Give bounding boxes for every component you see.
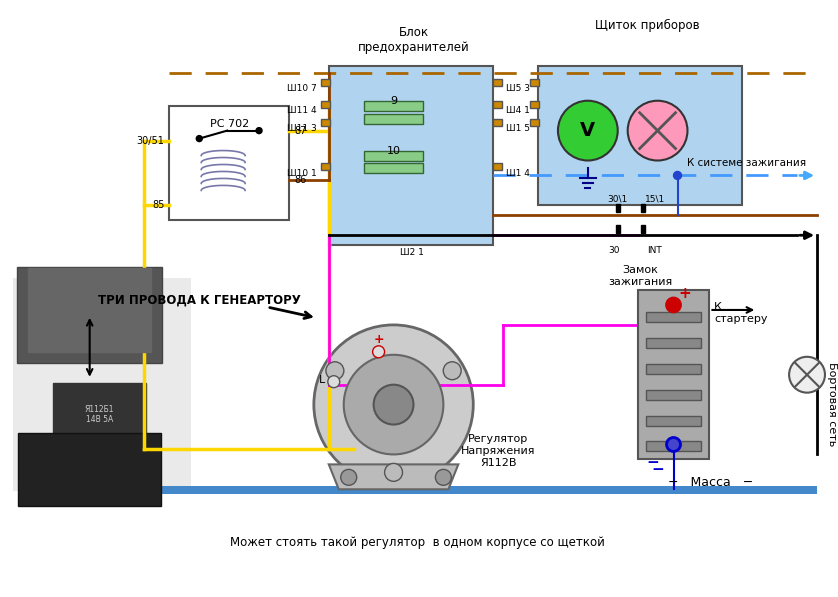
Bar	[530, 79, 539, 86]
Text: Ш11 4: Ш11 4	[287, 106, 317, 115]
Circle shape	[558, 101, 618, 161]
Text: Ш1 4: Ш1 4	[506, 169, 530, 178]
Text: −   Масса   −: − Масса −	[668, 476, 753, 489]
Bar	[616, 225, 620, 233]
Circle shape	[314, 325, 473, 484]
Text: Регулятор
Напряжения
Я112В: Регулятор Напряжения Я112В	[461, 435, 535, 467]
Bar	[530, 119, 539, 125]
Text: К
стартеру: К стартеру	[714, 302, 768, 324]
Circle shape	[326, 362, 344, 380]
Text: −: −	[651, 462, 664, 477]
Text: 30/51: 30/51	[137, 136, 164, 146]
Text: −: −	[646, 455, 659, 470]
Bar	[364, 150, 423, 161]
Bar	[616, 204, 620, 213]
Bar	[364, 113, 423, 124]
Text: 10: 10	[386, 146, 401, 156]
Text: 85: 85	[152, 201, 164, 210]
Circle shape	[385, 463, 402, 481]
Circle shape	[666, 438, 680, 451]
Circle shape	[789, 357, 825, 393]
Bar	[645, 312, 701, 322]
Bar	[645, 441, 701, 451]
Circle shape	[373, 346, 385, 358]
Text: V: V	[580, 121, 596, 140]
Bar	[321, 164, 330, 171]
Bar	[364, 101, 423, 110]
Bar	[530, 101, 539, 107]
Polygon shape	[328, 464, 458, 490]
Bar	[645, 390, 701, 399]
Bar	[364, 164, 423, 174]
Circle shape	[443, 362, 461, 380]
Text: Щиток приборов: Щиток приборов	[595, 19, 700, 32]
Text: Замок
зажигания: Замок зажигания	[608, 265, 673, 287]
FancyBboxPatch shape	[28, 268, 152, 352]
Bar	[640, 225, 644, 233]
Text: Ш11 3: Ш11 3	[287, 124, 317, 133]
Text: 86: 86	[294, 176, 306, 186]
Bar	[321, 79, 330, 86]
Circle shape	[374, 384, 413, 424]
Text: 30: 30	[608, 246, 619, 255]
Circle shape	[666, 298, 680, 312]
Circle shape	[628, 101, 687, 161]
Bar	[645, 416, 701, 426]
Circle shape	[196, 136, 202, 141]
Bar	[645, 338, 701, 348]
Text: Ш2 1: Ш2 1	[400, 248, 423, 257]
Bar	[494, 79, 502, 86]
Text: Ш5 3: Ш5 3	[506, 84, 530, 93]
Text: INT: INT	[647, 246, 662, 255]
Bar	[640, 204, 644, 213]
Bar	[538, 66, 742, 205]
FancyBboxPatch shape	[13, 278, 191, 491]
Circle shape	[256, 128, 262, 134]
Text: Может стоять такой регулятор  в одном корпусе со щеткой: Может стоять такой регулятор в одном кор…	[230, 536, 605, 549]
Bar	[321, 101, 330, 107]
Bar	[169, 106, 289, 220]
Text: Ш10 7: Ш10 7	[287, 84, 317, 93]
Text: Блок
предохранителей: Блок предохранителей	[358, 26, 469, 54]
Text: ТРИ ПРОВОДА К ГЕНЕАРТОРУ: ТРИ ПРОВОДА К ГЕНЕАРТОРУ	[98, 294, 301, 306]
Text: Ш1 5: Ш1 5	[506, 124, 530, 133]
FancyBboxPatch shape	[17, 267, 163, 363]
Bar	[100, 487, 817, 494]
FancyBboxPatch shape	[53, 383, 147, 436]
Circle shape	[344, 355, 443, 454]
Text: +: +	[373, 333, 384, 346]
Bar	[645, 364, 701, 374]
Text: Ш10 1: Ш10 1	[287, 169, 317, 178]
Bar	[321, 119, 330, 125]
FancyBboxPatch shape	[18, 432, 162, 506]
Text: 87: 87	[294, 125, 307, 136]
Text: К системе зажигания: К системе зажигания	[687, 158, 807, 168]
Text: L: L	[318, 375, 325, 384]
Text: 15\1: 15\1	[644, 195, 665, 204]
Bar	[638, 290, 710, 460]
Circle shape	[328, 376, 339, 387]
Text: Бортовая сеть: Бортовая сеть	[827, 362, 837, 447]
Bar	[494, 119, 502, 125]
Text: Ш4 1: Ш4 1	[506, 106, 530, 115]
Bar	[494, 101, 502, 107]
Text: РС 702: РС 702	[210, 119, 249, 129]
Bar	[328, 66, 494, 245]
Bar	[494, 164, 502, 171]
Text: 9: 9	[390, 96, 397, 106]
Circle shape	[436, 469, 452, 485]
Text: +: +	[678, 285, 691, 300]
Text: 30\1: 30\1	[608, 195, 628, 204]
Circle shape	[674, 171, 681, 180]
Circle shape	[341, 469, 357, 485]
Text: Я112Б1
14В 5А: Я112Б1 14В 5А	[85, 405, 114, 424]
